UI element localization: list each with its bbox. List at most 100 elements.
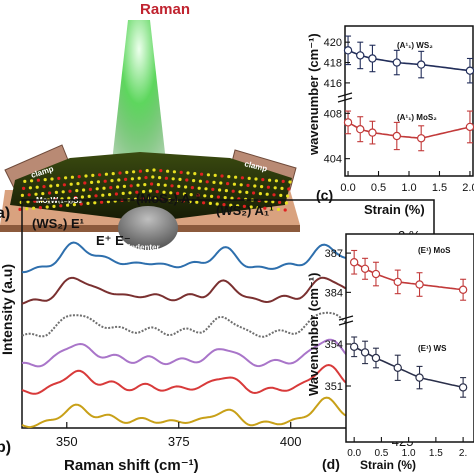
- atom: [111, 172, 115, 176]
- atom: [238, 190, 242, 194]
- atom: [223, 196, 227, 200]
- x-tick-label: 375: [168, 434, 190, 449]
- panel-c-plot: 416 418 420 404 408 0.0 0.5 1.0 1.5 2.0: [324, 35, 474, 194]
- atom: [121, 191, 125, 195]
- data-point: [392, 58, 402, 67]
- atom: [22, 186, 26, 190]
- atom: [172, 170, 176, 174]
- y-tick-label: 404: [324, 154, 342, 166]
- atom: [59, 204, 63, 208]
- y-tick-label: 420: [324, 37, 342, 49]
- atom: [253, 184, 257, 188]
- atom: [261, 178, 265, 182]
- atom: [208, 201, 212, 205]
- indenter-label: Indenter: [128, 243, 160, 252]
- atom: [242, 204, 246, 208]
- atom: [265, 192, 269, 196]
- data-point: [415, 280, 424, 289]
- atom: [110, 179, 114, 183]
- atom: [57, 176, 61, 180]
- atom: [166, 169, 170, 173]
- atom: [30, 179, 34, 183]
- atom: [56, 183, 60, 187]
- atom: [171, 177, 175, 181]
- atom: [284, 201, 288, 205]
- atom: [232, 182, 236, 186]
- atom: [182, 192, 186, 196]
- atom: [227, 175, 231, 179]
- atom: [286, 194, 290, 198]
- atom: [195, 200, 199, 204]
- atom: [28, 186, 32, 190]
- panel-b-y-axis-label: Intensity (a.u): [0, 264, 15, 355]
- atom: [215, 202, 219, 206]
- atom: [252, 191, 256, 195]
- y-tick-label: 354: [325, 339, 343, 351]
- atom: [26, 200, 30, 204]
- panel-a-label: a): [0, 205, 10, 222]
- atom: [48, 191, 52, 195]
- data-point: [368, 128, 377, 137]
- atom: [239, 183, 243, 187]
- atom: [212, 180, 216, 184]
- atom: [66, 203, 70, 207]
- data-point: [458, 285, 468, 294]
- atom: [101, 193, 105, 197]
- panel-d-ws-label: (E¹) WS: [418, 344, 447, 353]
- atom: [88, 187, 92, 191]
- data-point: [360, 264, 370, 273]
- atom: [246, 183, 250, 187]
- atom: [135, 190, 139, 194]
- atom: [249, 205, 253, 209]
- x-tick-label: 0.0: [347, 448, 361, 459]
- atom: [38, 206, 43, 210]
- atom: [90, 180, 94, 184]
- atom: [236, 204, 240, 208]
- atom: [193, 172, 197, 176]
- data-point: [392, 131, 402, 141]
- atom: [151, 175, 155, 179]
- atom: [84, 174, 88, 178]
- atom: [76, 182, 80, 186]
- atom: [132, 170, 136, 174]
- panel-c-frame: [344, 25, 474, 177]
- atom: [138, 169, 142, 173]
- atom: [190, 186, 194, 190]
- atom: [75, 189, 79, 193]
- atom: [43, 178, 47, 182]
- atom: [185, 178, 189, 182]
- panel-d-mos-label: (E¹) MoS: [418, 246, 451, 255]
- atom: [213, 173, 217, 177]
- atom: [205, 180, 209, 184]
- atom: [200, 172, 204, 176]
- y-tick-label: 408: [324, 108, 342, 120]
- atom: [118, 171, 122, 175]
- panel-b-x-axis-label: Raman shift (cm⁻¹): [64, 457, 199, 474]
- atom: [86, 201, 90, 205]
- atom: [64, 176, 68, 180]
- atom: [25, 207, 29, 211]
- atom: [69, 182, 73, 186]
- atom: [109, 186, 113, 190]
- atom: [128, 191, 132, 195]
- atom: [184, 185, 188, 189]
- data-point: [343, 46, 353, 55]
- atom: [147, 196, 151, 200]
- y-tick-label: 418: [324, 58, 342, 70]
- atom: [34, 192, 38, 196]
- atom: [82, 188, 86, 192]
- atom: [31, 206, 36, 210]
- peak-label-e-plus-minus: E⁺ E⁻: [96, 233, 131, 248]
- atom: [231, 189, 235, 193]
- atom: [148, 189, 152, 193]
- panel-b-label: b): [0, 439, 11, 456]
- x-tick-label: 1.0: [402, 448, 416, 459]
- atom: [288, 180, 292, 184]
- atom: [83, 181, 87, 185]
- y-tick-label: 416: [324, 78, 342, 90]
- x-tick-label: 400: [280, 434, 302, 449]
- atom: [142, 190, 146, 194]
- atom: [263, 206, 267, 210]
- atom: [41, 192, 45, 196]
- data-point: [465, 66, 474, 75]
